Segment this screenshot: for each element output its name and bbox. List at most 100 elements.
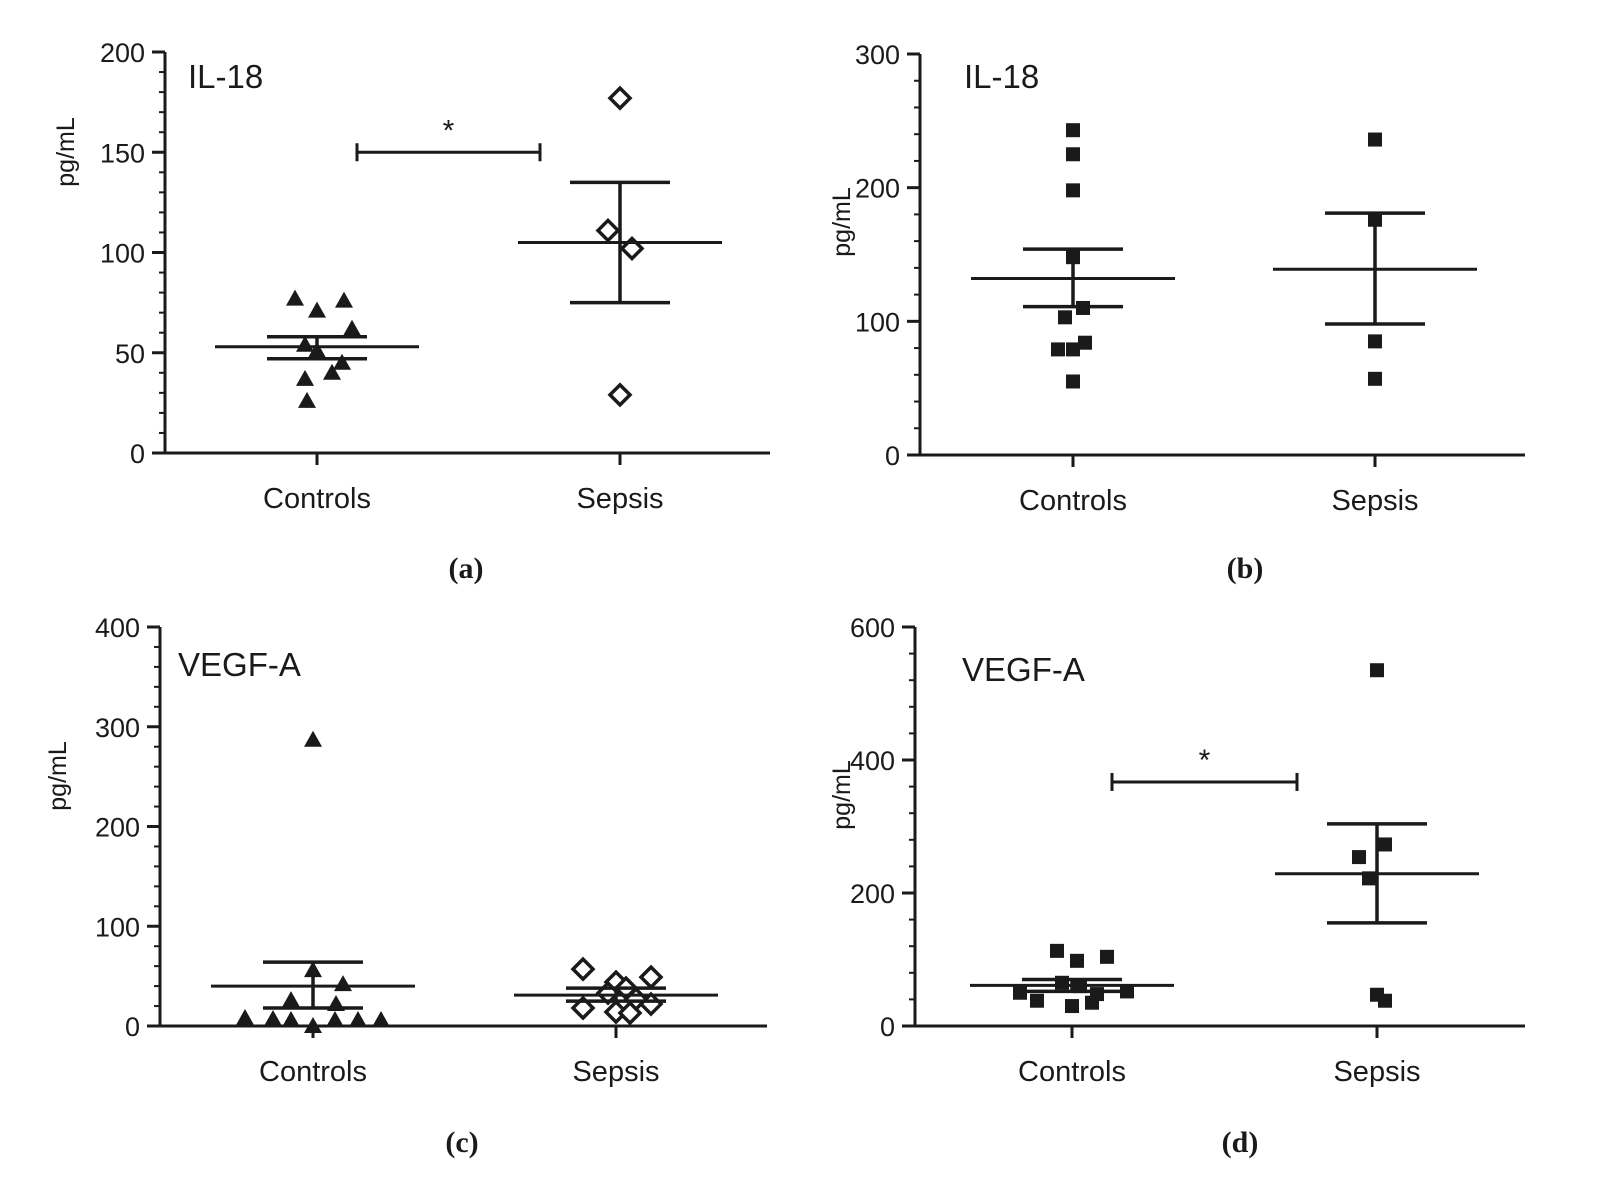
data-point (282, 991, 300, 1008)
y-tick-label: 400 (95, 613, 140, 643)
panel-label: (a) (449, 552, 484, 585)
data-point (1352, 850, 1366, 865)
significance-star: * (1199, 744, 1211, 777)
x-category-label: Sepsis (572, 1056, 659, 1088)
data-point (333, 353, 351, 370)
data-marks: * (215, 85, 722, 408)
data-point (236, 1009, 254, 1026)
y-tick-label: 0 (880, 1012, 895, 1042)
data-point (264, 1010, 282, 1027)
panel-c: 0 100 200 300 400 Controls Sepsis VEGF-A pg/mL… (44, 613, 767, 1159)
data-point (1066, 183, 1080, 198)
data-point (1378, 837, 1392, 852)
y-tick-label: 0 (125, 1012, 140, 1042)
axes: 0 100 200 300 Controls Sepsis (855, 40, 1525, 517)
data-point (607, 85, 633, 111)
y-tick-label: 100 (95, 912, 140, 942)
data-point (1065, 999, 1079, 1014)
panel-title: VEGF-A (962, 651, 1085, 688)
data-point (1100, 949, 1114, 964)
data-point (286, 289, 304, 306)
y-tick-label: 100 (100, 239, 145, 269)
data-point (282, 1011, 300, 1028)
y-axis-label: pg/mL (44, 741, 72, 811)
data-point (343, 319, 361, 336)
y-tick-label: 0 (885, 441, 900, 471)
data-point (1013, 985, 1027, 1000)
data-point (1368, 371, 1382, 386)
data-point (304, 1017, 322, 1033)
data-point (372, 1011, 390, 1028)
y-tick-label: 200 (95, 813, 140, 843)
data-point (1378, 993, 1392, 1008)
data-point (1368, 132, 1382, 147)
data-point (1066, 147, 1080, 162)
data-marks (971, 123, 1477, 389)
y-tick-label: 50 (115, 339, 145, 369)
y-tick-label: 200 (855, 174, 900, 204)
axes: 0 100 200 300 400 Controls Sepsis (95, 613, 767, 1088)
data-point (617, 1000, 643, 1026)
data-point (334, 975, 352, 992)
data-point (308, 301, 326, 318)
data-point (1120, 984, 1134, 999)
data-point (323, 363, 341, 380)
panel-label: (c) (445, 1126, 478, 1159)
data-point (1085, 995, 1099, 1010)
axes: 0 200 400 600 Controls Sepsis (850, 613, 1525, 1088)
data-point (570, 956, 596, 982)
data-point (1078, 335, 1092, 350)
data-point (638, 964, 664, 990)
panel-title: IL-18 (964, 58, 1039, 95)
data-point (298, 391, 316, 408)
data-point (1070, 953, 1084, 968)
y-tick-label: 200 (100, 38, 145, 68)
panel-title: IL-18 (188, 58, 263, 95)
x-category-label: Sepsis (576, 483, 663, 515)
data-marks (211, 730, 718, 1033)
x-category-label: Controls (1019, 485, 1127, 517)
data-point (349, 1011, 367, 1028)
data-point (1066, 342, 1080, 357)
panel-label: (d) (1222, 1126, 1259, 1159)
data-point (1368, 334, 1382, 349)
y-tick-label: 150 (100, 138, 145, 168)
data-point (304, 730, 322, 747)
data-point (1370, 663, 1384, 678)
x-category-label: Controls (1018, 1056, 1126, 1088)
panel-title: VEGF-A (178, 646, 301, 683)
data-point (595, 217, 621, 243)
data-point (1030, 993, 1044, 1008)
data-point (570, 995, 596, 1021)
data-point (607, 382, 633, 408)
data-point (335, 291, 353, 308)
y-axis-label: pg/mL (828, 187, 856, 257)
panel-label: (b) (1227, 552, 1264, 585)
panel-a: 0 50 100 150 200 Controls Sepsis * IL-18 pg/mL… (52, 38, 770, 585)
data-point (1066, 374, 1080, 389)
data-point (296, 369, 314, 386)
x-category-label: Sepsis (1331, 485, 1418, 517)
y-axis-label: pg/mL (828, 760, 856, 830)
significance-star: * (443, 114, 455, 147)
panel-b: 0 100 200 300 Controls Sepsis IL-18 pg/mL (b) (828, 40, 1525, 585)
x-category-label: Controls (263, 483, 371, 515)
y-tick-label: 300 (95, 713, 140, 743)
y-tick-label: 300 (855, 40, 900, 70)
data-point (326, 1011, 344, 1028)
axes: 0 50 100 150 200 Controls Sepsis (100, 38, 770, 515)
data-marks: * (970, 663, 1479, 1014)
y-tick-label: 100 (855, 307, 900, 337)
data-point (1051, 342, 1065, 357)
data-point (1050, 943, 1064, 958)
y-axis-label: pg/mL (52, 117, 80, 187)
x-category-label: Sepsis (1333, 1056, 1420, 1088)
data-point (1066, 123, 1080, 138)
y-tick-label: 600 (850, 613, 895, 643)
x-category-label: Controls (259, 1056, 367, 1088)
data-point (1058, 310, 1072, 325)
y-tick-label: 0 (130, 439, 145, 469)
y-tick-label: 200 (850, 879, 895, 909)
